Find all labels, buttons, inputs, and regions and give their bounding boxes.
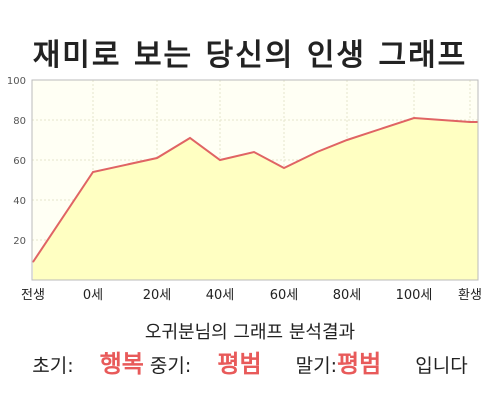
y-tick-label: 80	[13, 116, 26, 127]
x-tick-labels: 전생 0세 20세 40세 60세 80세 100세 환생	[21, 288, 482, 303]
area-fill	[32, 116, 478, 280]
data-point-50세	[253, 151, 255, 153]
x-tick-label: 환생	[458, 288, 482, 303]
x-tick-label: 80세	[333, 288, 362, 303]
y-tick-label: 100	[7, 76, 26, 87]
y-tick-labels: 20 40 60 80 100	[7, 76, 26, 247]
page-title: 재미로 보는 당신의 인생 그래프	[32, 38, 468, 73]
area-polygon	[33, 118, 478, 280]
y-tick-label: 40	[13, 196, 26, 207]
early-label: 초기:	[32, 355, 74, 377]
x-tick-label: 20세	[143, 288, 172, 303]
data-point-환생	[469, 121, 471, 123]
late-value: 평범	[337, 350, 382, 378]
y-tick-label: 60	[13, 156, 26, 167]
data-point-80세	[346, 139, 348, 141]
data-point-30세	[189, 137, 191, 139]
middle-value: 평범	[217, 350, 262, 378]
data-point-0세	[92, 171, 94, 173]
data-point-60세	[283, 167, 285, 169]
plot-frame	[31, 79, 479, 281]
axes	[31, 79, 479, 281]
analysis-result: 초기: 행복 중기: 평범 말기:평범 입니다	[0, 344, 500, 379]
x-tick-label: 60세	[270, 288, 299, 303]
life-graph-chart: 20 40 60 80 100 전생 0세 20세 40세 60세 80세 100세 환생	[7, 76, 482, 303]
late-label: 말기:	[295, 355, 338, 377]
x-tick-label: 40세	[206, 288, 235, 303]
y-tick-label: 20	[13, 236, 26, 247]
series-line	[32, 116, 478, 263]
early-value: 행복	[99, 350, 144, 378]
analysis-subtitle: 오귀분님의 그래프 분석결과	[144, 322, 356, 343]
data-point-전생	[32, 261, 34, 263]
ending-text: 입니다	[415, 355, 468, 377]
middle-label: 중기:	[149, 355, 192, 377]
data-point-100세	[413, 117, 415, 119]
x-tick-label: 전생	[21, 288, 45, 303]
x-tick-label: 100세	[396, 288, 433, 303]
data-point-40세	[219, 159, 221, 161]
data-point-70세	[316, 151, 318, 153]
data-point-20세	[156, 157, 158, 159]
x-tick-label: 0세	[83, 288, 103, 303]
